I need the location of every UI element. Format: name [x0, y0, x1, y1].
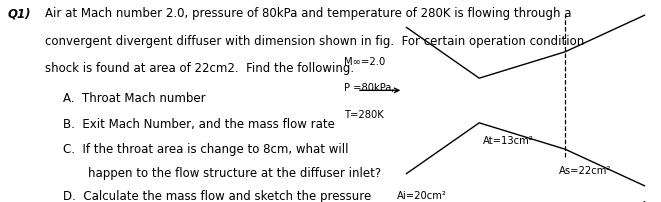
- Text: C.  If the throat area is change to 8cm, what will: C. If the throat area is change to 8cm, …: [63, 142, 348, 155]
- Text: M∞=2.0: M∞=2.0: [344, 57, 385, 66]
- Text: Q1): Q1): [8, 7, 32, 20]
- Text: happen to the flow structure at the diffuser inlet?: happen to the flow structure at the diff…: [88, 167, 381, 180]
- Text: P =80kPa,: P =80kPa,: [344, 83, 394, 93]
- Text: Ai=20cm²: Ai=20cm²: [397, 190, 446, 200]
- Text: shock is found at area of 22cm2.  Find the following.: shock is found at area of 22cm2. Find th…: [45, 62, 354, 75]
- Text: D.  Calculate the mass flow and sketch the pressure: D. Calculate the mass flow and sketch th…: [63, 189, 371, 202]
- Text: Air at Mach number 2.0, pressure of 80kPa and temperature of 280K is flowing thr: Air at Mach number 2.0, pressure of 80kP…: [45, 7, 572, 20]
- Text: At=13cm²: At=13cm²: [483, 135, 533, 145]
- Text: As=22cm²: As=22cm²: [559, 166, 611, 176]
- Text: T=280K: T=280K: [344, 109, 383, 119]
- Text: convergent divergent diffuser with dimension shown in fig.  For certain operatio: convergent divergent diffuser with dimen…: [45, 34, 584, 47]
- Text: B.  Exit Mach Number, and the mass flow rate: B. Exit Mach Number, and the mass flow r…: [63, 117, 334, 130]
- Text: A.  Throat Mach number: A. Throat Mach number: [63, 92, 206, 105]
- Text: Ae=30cm²: Ae=30cm²: [641, 200, 661, 202]
